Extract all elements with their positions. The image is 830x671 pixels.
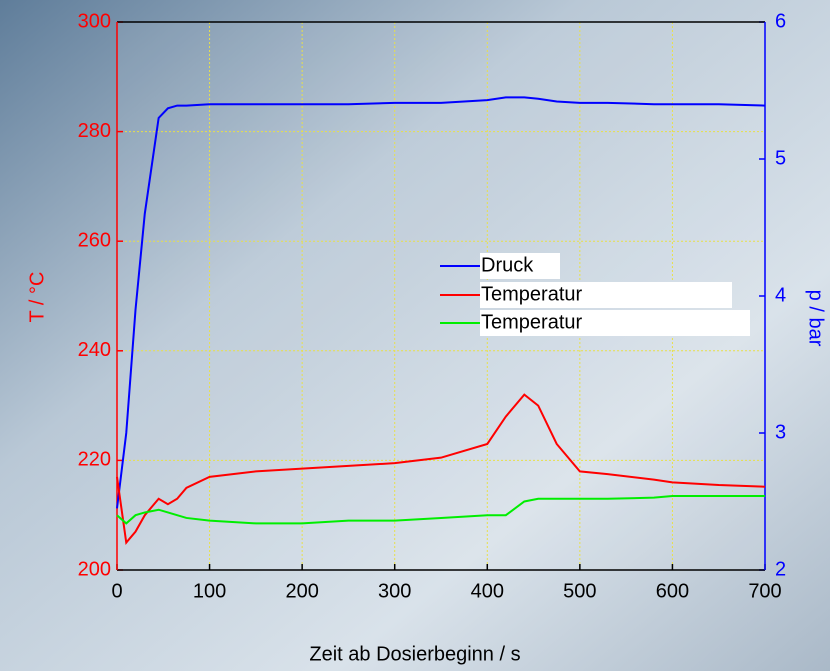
y-axis-label: T / °C [26,272,48,323]
x-axis-label: Zeit ab Dosierbeginn / s [309,643,520,665]
x-tick-label: 0 [111,580,122,602]
legend-label: Druck [481,254,534,276]
legend-bg [480,253,560,279]
x-tick-label: 100 [193,580,226,602]
data-line [116,96,766,509]
legend-label: Temperatur [481,311,582,333]
x-tick-label: 600 [656,580,689,602]
y2-axis-label: p / bar [805,290,827,347]
y-tick-label: 220 [78,449,111,471]
y-tick-label: 200 [78,558,111,580]
legend-bg [480,310,750,336]
legend-label: Temperatur [481,283,582,305]
data-line [116,393,766,545]
y2-tick-label: 2 [775,558,786,580]
y-tick-label: 240 [78,339,111,361]
y-tick-label: 300 [78,10,111,32]
y-tick-label: 260 [78,229,111,251]
y-tick-label: 280 [78,120,111,142]
x-tick-label: 200 [285,580,318,602]
y2-tick-label: 6 [775,10,786,32]
x-tick-label: 700 [748,580,781,602]
y2-tick-label: 5 [775,147,786,169]
data-line [116,495,765,525]
x-tick-label: 500 [563,580,596,602]
x-tick-label: 300 [378,580,411,602]
y2-tick-label: 3 [775,421,786,443]
y2-tick-label: 4 [775,284,786,306]
x-tick-label: 400 [471,580,504,602]
legend-bg [480,282,732,308]
